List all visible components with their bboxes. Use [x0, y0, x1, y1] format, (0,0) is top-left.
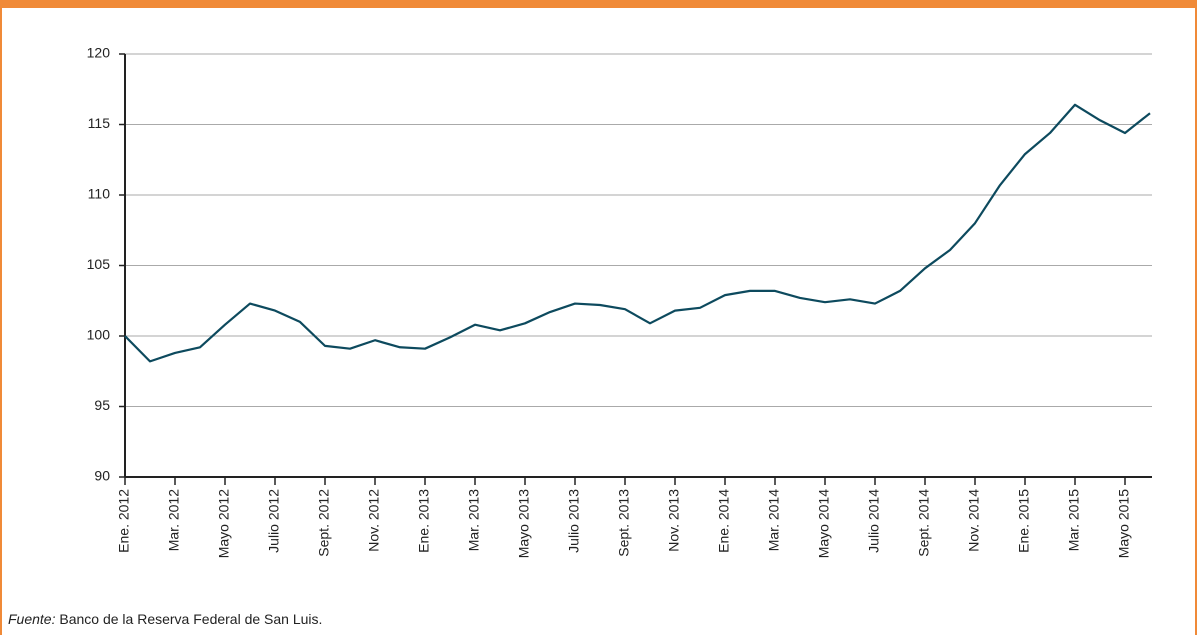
y-tick-label: 115 — [88, 115, 111, 131]
top-bar — [0, 0, 1197, 8]
x-tick-label: Mayo 2015 — [1116, 489, 1132, 558]
y-tick-label: 110 — [88, 186, 111, 202]
x-tick-label: Ene. 2015 — [1016, 489, 1032, 553]
y-tick-label: 90 — [94, 468, 110, 484]
x-tick-label: Mar. 2013 — [466, 489, 482, 551]
y-tick-label: 100 — [87, 327, 111, 343]
source-label: Fuente: — [8, 611, 56, 627]
source-text: Banco de la Reserva Federal de San Luis. — [59, 611, 322, 627]
x-tick-label: Julio 2013 — [566, 489, 582, 553]
x-tick-label: Nov. 2014 — [966, 489, 982, 552]
x-tick-label: Mayo 2012 — [216, 489, 232, 558]
x-tick-label: Nov. 2012 — [366, 489, 382, 552]
x-tick-label: Mayo 2014 — [816, 489, 832, 558]
x-tick-label: Sept. 2013 — [616, 489, 632, 557]
x-tick-label: Julio 2012 — [266, 489, 282, 553]
x-tick-label: Ene. 2013 — [416, 489, 432, 553]
x-tick-label: Sept. 2014 — [916, 489, 932, 557]
x-tick-label: Ene. 2012 — [116, 489, 132, 553]
y-tick-label: 120 — [87, 45, 111, 61]
x-tick-label: Mar. 2014 — [766, 489, 782, 551]
data-line — [124, 103, 1151, 363]
x-tick-label: Sept. 2012 — [316, 489, 332, 557]
source-note: Fuente: Banco de la Reserva Federal de S… — [8, 611, 322, 627]
x-tick-label: Mar. 2015 — [1066, 489, 1082, 551]
x-tick-label: Mar. 2012 — [166, 489, 182, 551]
x-tick-label: Mayo 2013 — [516, 489, 532, 558]
x-tick-label: Ene. 2014 — [716, 489, 732, 553]
y-tick-label: 105 — [87, 256, 111, 272]
x-tick-label: Nov. 2013 — [666, 489, 682, 552]
x-tick-label: Julio 2014 — [866, 489, 882, 553]
y-tick-label: 95 — [94, 397, 110, 413]
